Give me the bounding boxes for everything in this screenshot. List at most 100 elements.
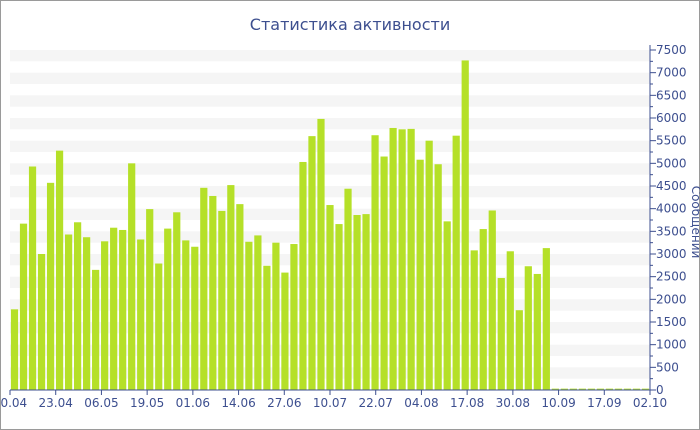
y-tick-label: 4000 xyxy=(656,202,687,216)
bar xyxy=(227,185,235,390)
x-tick-label: 02.10 xyxy=(633,396,667,410)
y-tick-label: 7500 xyxy=(656,43,687,57)
y-tick-label: 0 xyxy=(656,383,664,397)
bar xyxy=(290,244,298,390)
bar xyxy=(200,187,208,390)
grid-band xyxy=(10,163,650,175)
bar xyxy=(497,278,505,390)
bar xyxy=(254,235,262,390)
bar xyxy=(245,241,253,390)
bar xyxy=(119,229,127,390)
bar xyxy=(641,388,650,390)
y-tick-label: 6500 xyxy=(656,88,687,102)
bar xyxy=(551,388,559,390)
x-axis-ticks: 10.04 23.04 06.05 19.05 01.06 14.06 27.06 10.07… xyxy=(0,390,667,410)
bar xyxy=(542,248,550,390)
bar xyxy=(64,234,73,390)
bar xyxy=(101,241,109,390)
bar xyxy=(137,239,145,390)
x-tick-label: 14.06 xyxy=(221,396,255,410)
bar xyxy=(308,136,316,390)
bar xyxy=(353,215,361,390)
grid-band xyxy=(10,95,650,107)
bar xyxy=(470,250,478,390)
x-tick-label: 23.04 xyxy=(39,396,73,410)
x-tick-label: 01.06 xyxy=(176,396,210,410)
bar xyxy=(110,227,118,390)
y-tick-label: 5500 xyxy=(656,134,687,148)
x-tick-label: 22.07 xyxy=(359,396,393,410)
y-axis-ticks: 0 500 1000 1500 2000 2500 3000 3500 4000 4500 5000… xyxy=(650,43,687,397)
x-tick-label: 17.09 xyxy=(587,396,621,410)
x-tick-label: 10.04 xyxy=(0,396,27,410)
bar xyxy=(533,273,541,390)
bar xyxy=(155,263,163,390)
bar xyxy=(479,229,487,390)
bar xyxy=(37,254,46,390)
x-tick-label: 27.06 xyxy=(267,396,301,410)
bar xyxy=(272,242,280,390)
bar xyxy=(335,224,343,390)
y-tick-label: 2000 xyxy=(656,292,687,306)
y-tick-label: 6000 xyxy=(656,111,687,125)
bar xyxy=(389,127,397,390)
x-tick-label: 04.08 xyxy=(404,396,438,410)
bar xyxy=(128,163,136,390)
grid-band xyxy=(10,140,650,152)
bar xyxy=(92,269,100,390)
bar xyxy=(416,159,424,390)
bar xyxy=(10,309,19,390)
bar xyxy=(398,129,406,390)
bar xyxy=(407,128,415,390)
bar xyxy=(632,388,641,390)
y-tick-label: 1000 xyxy=(656,338,687,352)
y-tick-label: 1500 xyxy=(656,315,687,329)
bar xyxy=(326,205,334,390)
bar xyxy=(299,161,307,390)
bar xyxy=(587,388,596,390)
bar xyxy=(614,388,623,390)
bar xyxy=(146,209,154,390)
bar xyxy=(515,310,523,390)
bar xyxy=(425,140,433,390)
y-axis-label: Сообщений xyxy=(689,186,700,259)
bar xyxy=(218,210,226,390)
bar xyxy=(19,223,28,390)
bar xyxy=(623,388,632,390)
y-tick-label: 3000 xyxy=(656,247,687,261)
bar xyxy=(488,210,496,390)
bar xyxy=(209,195,217,390)
bar xyxy=(461,60,469,391)
y-tick-label: 500 xyxy=(656,360,679,374)
x-tick-label: 06.05 xyxy=(84,396,118,410)
bar xyxy=(380,156,388,390)
bars xyxy=(10,60,650,391)
bar xyxy=(55,150,64,390)
bar xyxy=(371,135,379,390)
x-tick-label: 30.08 xyxy=(496,396,530,410)
x-tick-label: 10.07 xyxy=(313,396,347,410)
bar xyxy=(182,240,190,390)
grid-band xyxy=(10,186,650,198)
bar xyxy=(434,164,442,390)
bar xyxy=(443,221,451,390)
x-tick-label: 19.05 xyxy=(130,396,164,410)
x-tick-label: 17.08 xyxy=(450,396,484,410)
bar xyxy=(362,214,370,390)
bar xyxy=(281,272,289,390)
y-tick-label: 2500 xyxy=(656,270,687,284)
bar xyxy=(236,204,244,390)
bar xyxy=(164,228,172,390)
bar xyxy=(28,166,37,390)
y-tick-label: 4500 xyxy=(656,179,687,193)
bar xyxy=(83,237,91,390)
bar xyxy=(506,251,514,390)
x-tick-label: 10.09 xyxy=(541,396,575,410)
y-tick-label: 7000 xyxy=(656,66,687,80)
bar xyxy=(173,212,181,390)
bar xyxy=(263,265,271,390)
bar xyxy=(578,388,586,390)
bar xyxy=(596,388,605,390)
chart-title: Статистика активности xyxy=(250,15,450,34)
bar xyxy=(524,266,532,390)
